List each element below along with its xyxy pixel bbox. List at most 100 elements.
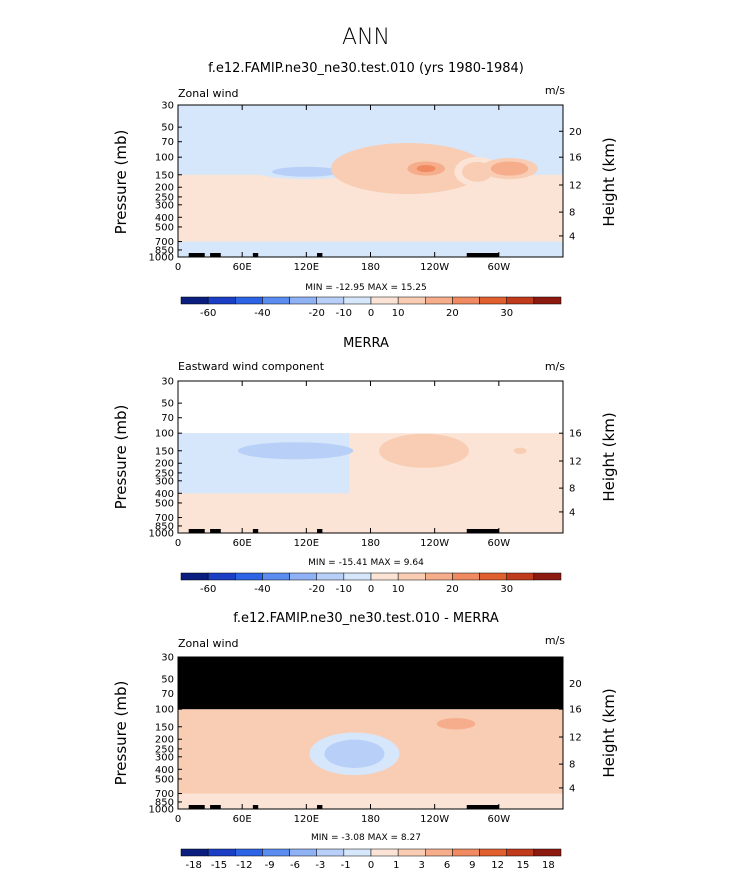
panel-2-minmax: MIN = -15.41 MAX = 9.64 bbox=[308, 558, 424, 568]
land-0 bbox=[188, 529, 205, 533]
colorbar-label: -40 bbox=[254, 308, 270, 319]
colorbar-label: -10 bbox=[336, 308, 352, 319]
colorbar-box bbox=[425, 296, 453, 305]
land-0 bbox=[188, 253, 205, 257]
y-tick-label: 400 bbox=[155, 489, 174, 500]
y-right-tick-label: 12 bbox=[569, 181, 582, 192]
land-0 bbox=[188, 805, 205, 809]
colorbar-label: 20 bbox=[446, 308, 459, 319]
west-easterly bbox=[178, 433, 350, 494]
y-right-tick-label: 16 bbox=[569, 153, 582, 164]
land-4 bbox=[466, 805, 499, 809]
y-tick-label: 70 bbox=[161, 137, 174, 148]
colorbar-label: -9 bbox=[265, 860, 275, 871]
y-tick-label: 500 bbox=[155, 222, 174, 233]
panel-1-colorbar: -60 -40 -20 -10 0 10 20 30 bbox=[180, 296, 562, 319]
x-tick-label: 180 bbox=[361, 262, 380, 273]
y-tick-label: 200 bbox=[155, 735, 174, 746]
x-tick-label: 60E bbox=[233, 262, 252, 273]
panel-3-y-right-title: Height (km) bbox=[600, 688, 618, 777]
colorbar-label: 15 bbox=[517, 860, 530, 871]
land-4 bbox=[466, 253, 499, 257]
colorbar-box bbox=[425, 572, 453, 581]
y-tick-label: 50 bbox=[161, 399, 174, 410]
panel-1-title: f.e12.FAMIP.ne30_ne30.test.010 (yrs 1980… bbox=[208, 61, 524, 76]
colorbar-label: 6 bbox=[444, 860, 450, 871]
x-tick-label: 120W bbox=[420, 538, 449, 549]
y-tick-label: 100 bbox=[155, 429, 174, 440]
colorbar-label: -20 bbox=[309, 584, 325, 595]
colorbar-box bbox=[479, 848, 507, 857]
y-right-tick-label: 16 bbox=[569, 429, 582, 440]
x-tick-label: 0 bbox=[175, 814, 181, 825]
panel-1-minmax: MIN = -12.95 MAX = 15.25 bbox=[305, 283, 426, 293]
colorbar-label: -10 bbox=[336, 584, 352, 595]
masked-stratosphere bbox=[178, 657, 563, 710]
y-tick-label: 250 bbox=[155, 468, 174, 479]
panel-2-left-label: Eastward wind component bbox=[178, 360, 325, 373]
panel-1-units: m/s bbox=[545, 84, 565, 97]
y-right-tick-label: 4 bbox=[569, 231, 575, 242]
colorbar-box bbox=[262, 848, 290, 857]
y-right-tick-label: 4 bbox=[569, 507, 575, 518]
colorbar-box bbox=[452, 848, 480, 857]
colorbar-label: -60 bbox=[200, 308, 216, 319]
panel-3-title: f.e12.FAMIP.ne30_ne30.test.010 - MERRA bbox=[233, 611, 499, 626]
x-tick-label: 60E bbox=[233, 538, 252, 549]
panel-3-colorbar: -18 -15 -12 -9 -6 -3 -1 0 1 3 6 9 12 15 18 bbox=[180, 848, 562, 871]
x-tick-label: 60W bbox=[488, 814, 511, 825]
y-tick-label: 400 bbox=[155, 765, 174, 776]
colorbar-box bbox=[506, 572, 535, 581]
x-tick-label: 0 bbox=[175, 262, 181, 273]
panel-2-y-right-title: Height (km) bbox=[600, 412, 618, 501]
colorbar-label: 12 bbox=[491, 860, 504, 871]
colorbar-box bbox=[533, 296, 562, 305]
panel-2: MERRA Eastward wind component m/s 0 60E 12… bbox=[112, 336, 618, 595]
x-tick-label: 60W bbox=[488, 538, 511, 549]
colorbar-label: 0 bbox=[368, 584, 374, 595]
y-tick-label: 400 bbox=[155, 213, 174, 224]
y-tick-label: 150 bbox=[155, 170, 174, 181]
y-tick-label: 150 bbox=[155, 446, 174, 457]
colorbar-label: 0 bbox=[368, 308, 374, 319]
land-3 bbox=[317, 529, 323, 533]
colorbar-box bbox=[397, 572, 426, 581]
y-tick-label: 50 bbox=[161, 675, 174, 686]
colorbar-box bbox=[452, 572, 480, 581]
colorbar-box bbox=[262, 296, 290, 305]
y-tick-label: 70 bbox=[161, 413, 174, 424]
contour-0-2 bbox=[276, 447, 315, 454]
colorbar-label: 1 bbox=[393, 860, 399, 871]
y-right-tick-label: 4 bbox=[569, 783, 575, 794]
colorbar-box bbox=[235, 296, 263, 305]
y-tick-label: 700 bbox=[155, 513, 174, 524]
y-tick-label: 850 bbox=[155, 521, 174, 532]
colorbar-box bbox=[452, 296, 480, 305]
y-right-tick-label: 12 bbox=[569, 457, 582, 468]
colorbar-box bbox=[397, 848, 426, 857]
y-right-tick-label: 20 bbox=[569, 127, 582, 138]
y-tick-label: 500 bbox=[155, 774, 174, 785]
y-tick-label: 30 bbox=[161, 653, 174, 664]
x-tick-label: 180 bbox=[361, 814, 380, 825]
panel-1-field bbox=[178, 105, 563, 257]
x-tick-label: 120E bbox=[294, 814, 319, 825]
colorbar-box bbox=[479, 572, 507, 581]
y-tick-label: 30 bbox=[161, 377, 174, 388]
colorbar-box bbox=[533, 572, 562, 581]
y-tick-label: 100 bbox=[155, 705, 174, 716]
land-4 bbox=[466, 529, 499, 533]
y-tick-label: 300 bbox=[155, 752, 174, 763]
colorbar-label: 18 bbox=[542, 860, 555, 871]
colorbar-label: -18 bbox=[185, 860, 201, 871]
x-tick-label: 60E bbox=[233, 814, 252, 825]
panel-2-units: m/s bbox=[545, 360, 565, 373]
colorbar-label: -12 bbox=[236, 860, 252, 871]
land-3 bbox=[317, 253, 323, 257]
colorbar-box bbox=[180, 296, 209, 305]
x-tick-label: 120W bbox=[420, 814, 449, 825]
x-tick-label: 60W bbox=[488, 262, 511, 273]
contour-0-2 bbox=[289, 169, 324, 175]
panel-1-y-title: Pressure (mb) bbox=[112, 130, 130, 235]
y-tick-label: 100 bbox=[155, 153, 174, 164]
